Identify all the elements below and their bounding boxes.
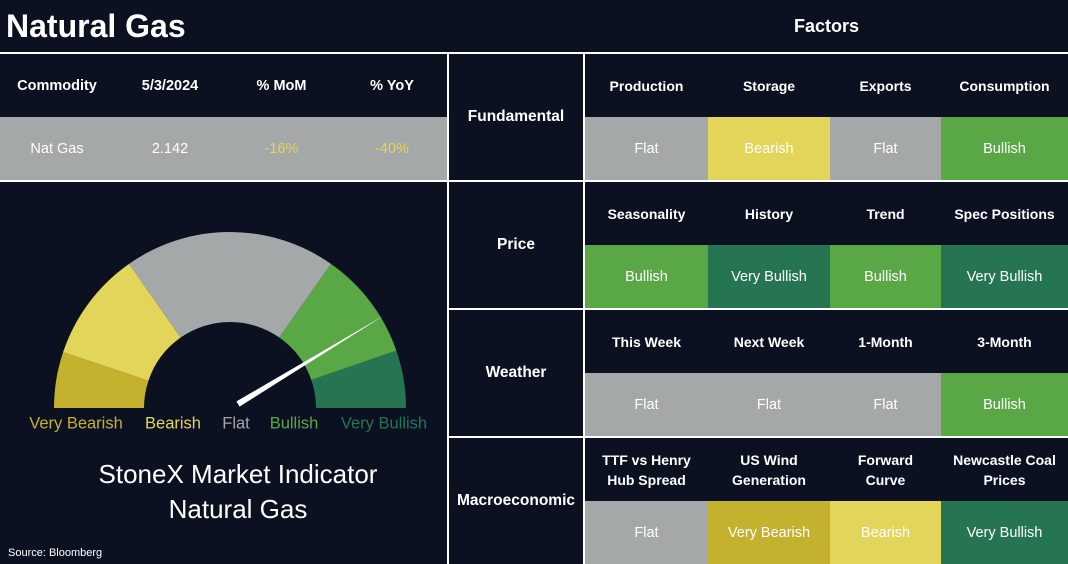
gauge-segment xyxy=(279,263,397,381)
factor-rating: Flat xyxy=(830,373,941,436)
summary-cell: 2.142 xyxy=(114,117,226,180)
gauge: Very Bearish Bearish Flat Bullish Very Bulli… xyxy=(29,232,427,524)
category-label: Macroeconomic xyxy=(456,492,575,509)
divider xyxy=(0,52,1068,54)
category-label: Price xyxy=(497,236,535,253)
divider xyxy=(449,436,1068,438)
factor-name: US Wind Generation xyxy=(732,451,806,488)
factor-rating: Flat xyxy=(585,373,708,436)
column-header: 5/3/2024 xyxy=(141,77,199,94)
gauge-segment xyxy=(63,263,181,381)
factor-name: Storage xyxy=(742,77,796,94)
factor-rating: Flat xyxy=(585,501,708,564)
gauge-label: Very Bullish xyxy=(341,414,427,432)
column-header: Commodity xyxy=(17,77,97,94)
factor-rating: Very Bullish xyxy=(941,501,1068,564)
divider xyxy=(447,52,449,564)
column-header: % MoM xyxy=(256,77,307,94)
factor-rating: Flat xyxy=(830,117,941,180)
factor-rating: Very Bearish xyxy=(708,501,830,564)
gauge-segment xyxy=(54,352,149,408)
divider xyxy=(449,308,1068,310)
category-label: Fundamental xyxy=(467,108,565,125)
factor-rating: Flat xyxy=(708,373,830,436)
factor-name: Seasonality xyxy=(607,205,686,222)
gauge-label: Flat xyxy=(222,414,250,432)
factor-rating: Flat xyxy=(585,117,708,180)
factor-name: TTF vs Henry Hub Spread xyxy=(602,451,691,488)
factor-name: This Week xyxy=(612,333,681,350)
gauge-label: Bearish xyxy=(145,414,201,432)
page-title: Natural Gas xyxy=(6,8,186,44)
gauge-label: Very Bearish xyxy=(29,414,123,432)
factor-name: 3-Month xyxy=(977,333,1032,350)
factor-name: Forward Curve xyxy=(857,451,914,488)
factor-rating: Bullish xyxy=(585,245,708,308)
gauge-needle xyxy=(236,315,385,407)
divider xyxy=(449,180,1068,182)
factor-rating: Bullish xyxy=(941,117,1068,180)
gauge-title: StoneX Market Indicator xyxy=(99,459,378,489)
factor-rating: Very Bullish xyxy=(708,245,830,308)
factor-name: 1-Month xyxy=(858,333,913,350)
factor-rating: Bullish xyxy=(830,245,941,308)
factor-name: Spec Positions xyxy=(954,205,1055,222)
factors-title: Factors xyxy=(793,16,860,36)
summary-cell: -16% xyxy=(226,117,337,180)
factor-name: Next Week xyxy=(733,333,805,350)
column-header: % YoY xyxy=(370,77,414,94)
factor-name: Trend xyxy=(866,205,905,222)
factor-rating: Bearish xyxy=(830,501,941,564)
divider xyxy=(0,180,447,182)
gauge-segment xyxy=(311,350,406,408)
factor-name: Exports xyxy=(859,77,912,94)
category-label: Weather xyxy=(485,364,547,381)
summary-cell: -40% xyxy=(337,117,447,180)
gauge-segment xyxy=(129,232,331,338)
gauge-title: Natural Gas xyxy=(169,494,308,524)
gauge-label: Bullish xyxy=(270,414,319,432)
factor-name: History xyxy=(744,205,794,222)
factor-name: Production xyxy=(609,77,684,94)
factor-name: Consumption xyxy=(959,77,1050,94)
factor-rating: Bearish xyxy=(708,117,830,180)
factor-rating: Bullish xyxy=(941,373,1068,436)
factor-name: Newcastle Coal Prices xyxy=(953,451,1056,488)
summary-cell: Nat Gas xyxy=(0,117,114,180)
source-note: Source: Bloomberg xyxy=(8,547,103,559)
factor-rating: Very Bullish xyxy=(941,245,1068,308)
